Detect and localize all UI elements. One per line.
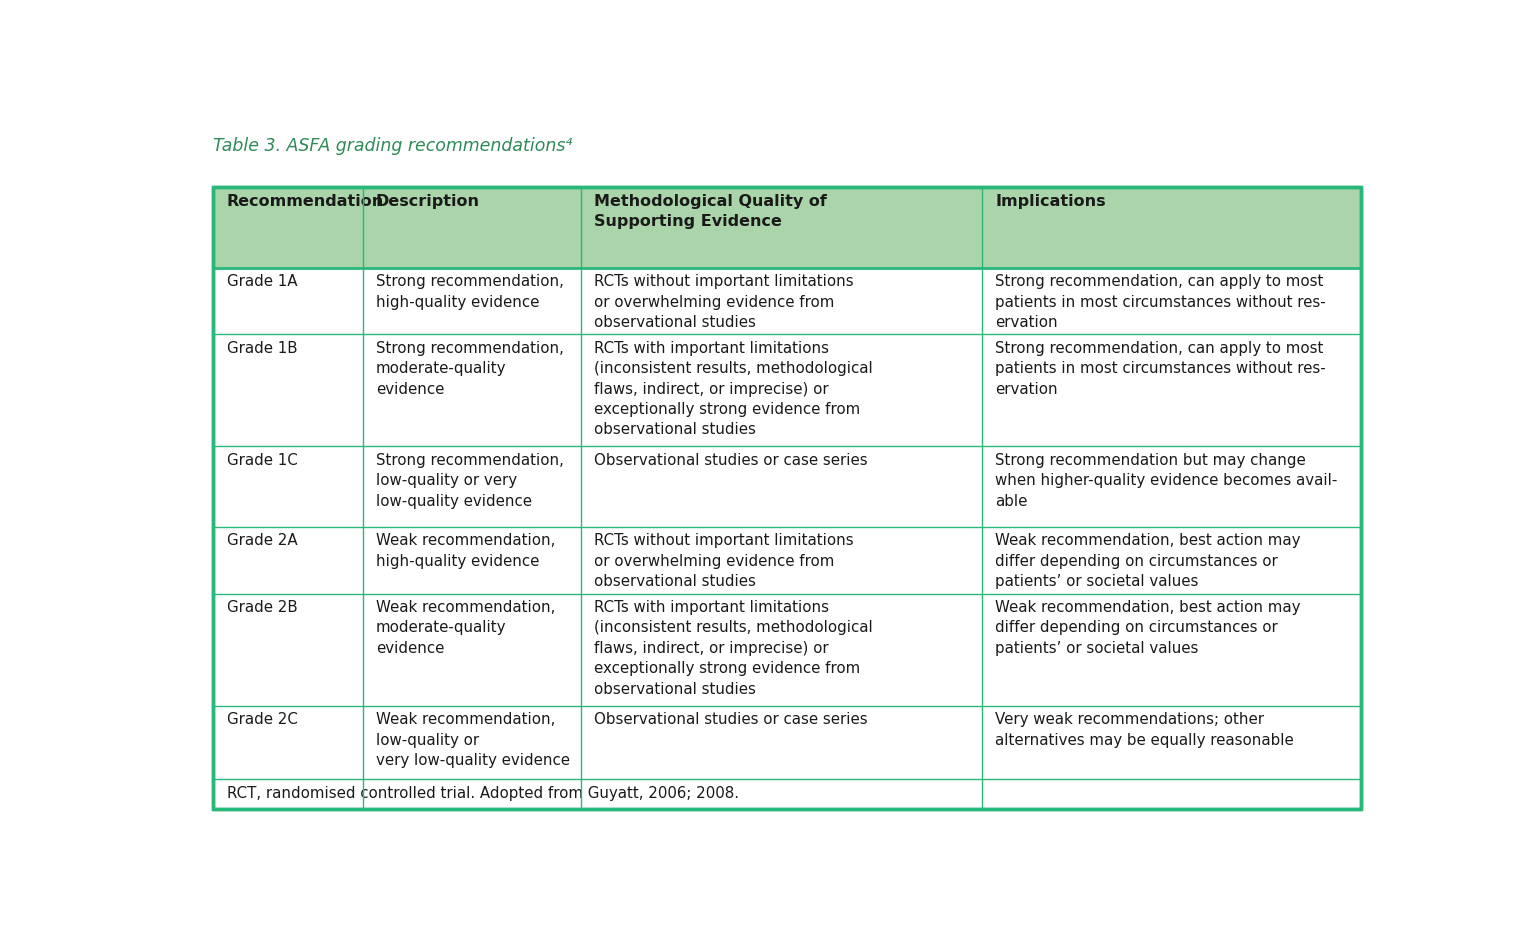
Text: Strong recommendation, can apply to most
patients in most circumstances without : Strong recommendation, can apply to most… (995, 274, 1326, 330)
Text: Weak recommendation, best action may
differ depending on circumstances or
patien: Weak recommendation, best action may dif… (995, 600, 1301, 656)
Text: Weak recommendation,
low-quality or
very low-quality evidence: Weak recommendation, low-quality or very… (376, 712, 570, 768)
Text: Grade 2C: Grade 2C (226, 712, 298, 727)
Text: Observational studies or case series: Observational studies or case series (594, 453, 868, 468)
Text: Very weak recommendations; other
alternatives may be equally reasonable: Very weak recommendations; other alterna… (995, 712, 1295, 747)
Text: Strong recommendation,
high-quality evidence: Strong recommendation, high-quality evid… (376, 274, 564, 309)
Text: Grade 2B: Grade 2B (226, 600, 298, 615)
Text: Strong recommendation,
low-quality or very
low-quality evidence: Strong recommendation, low-quality or ve… (376, 453, 564, 509)
Text: Implications: Implications (995, 194, 1106, 209)
Text: Strong recommendation but may change
when higher-quality evidence becomes avail-: Strong recommendation but may change whe… (995, 453, 1338, 509)
Text: Weak recommendation, best action may
differ depending on circumstances or
patien: Weak recommendation, best action may dif… (995, 533, 1301, 589)
Text: Grade 1A: Grade 1A (226, 274, 296, 289)
Text: RCTs without important limitations
or overwhelming evidence from
observational s: RCTs without important limitations or ov… (594, 533, 854, 589)
Text: Methodological Quality of
Supporting Evidence: Methodological Quality of Supporting Evi… (594, 194, 826, 229)
Text: Strong recommendation, can apply to most
patients in most circumstances without : Strong recommendation, can apply to most… (995, 341, 1326, 397)
Text: Description: Description (376, 194, 479, 209)
Text: RCTs without important limitations
or overwhelming evidence from
observational s: RCTs without important limitations or ov… (594, 274, 854, 330)
Text: Table 3. ASFA grading recommendations⁴: Table 3. ASFA grading recommendations⁴ (214, 137, 573, 155)
Text: Weak recommendation,
high-quality evidence: Weak recommendation, high-quality eviden… (376, 533, 554, 569)
Bar (214, 187, 1361, 809)
Text: RCTs with important limitations
(inconsistent results, methodological
flaws, ind: RCTs with important limitations (inconsi… (594, 600, 872, 696)
Text: Strong recommendation,
moderate-quality
evidence: Strong recommendation, moderate-quality … (376, 341, 564, 397)
Text: RCTs with important limitations
(inconsistent results, methodological
flaws, ind: RCTs with important limitations (inconsi… (594, 341, 872, 437)
Text: Grade 2A: Grade 2A (226, 533, 296, 548)
Text: RCT, randomised controlled trial. Adopted from Guyatt, 2006; 2008.: RCT, randomised controlled trial. Adopte… (226, 786, 739, 801)
Text: Recommendation: Recommendation (226, 194, 384, 209)
Bar (214, 187, 1361, 267)
Text: Grade 1C: Grade 1C (226, 453, 298, 468)
Text: Grade 1B: Grade 1B (226, 341, 296, 356)
Text: Weak recommendation,
moderate-quality
evidence: Weak recommendation, moderate-quality ev… (376, 600, 554, 656)
Text: Observational studies or case series: Observational studies or case series (594, 712, 868, 727)
